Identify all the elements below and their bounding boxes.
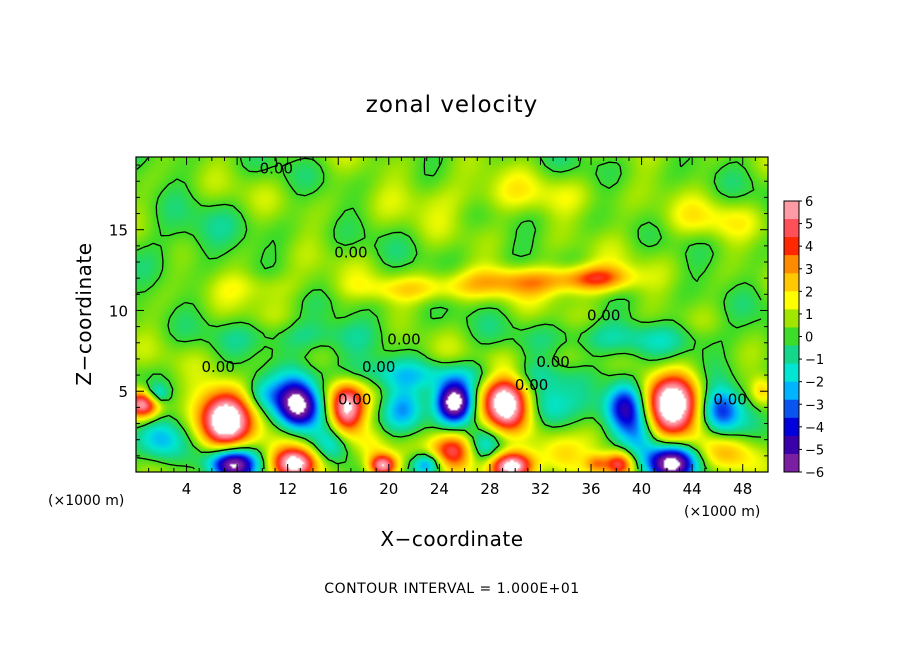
x-unit-right: (×1000 m): [684, 504, 760, 520]
x-axis-label: X−coordinate: [380, 527, 523, 551]
contour-label: 0.00: [334, 243, 367, 261]
contour-labels: 0.00 0.00 0.00 0.00 0.00 0.00 0.00 0.00 0.00 0.00: [201, 159, 746, 408]
colorbar-swatch: [784, 291, 799, 310]
colorbar: 6 5 4 3 2 1 0 −1 −2 −3 −4 −5 −6: [783, 195, 824, 481]
colorbar-swatch: [784, 435, 799, 455]
contour-label: 0.00: [387, 331, 420, 349]
contour-lines: [136, 157, 762, 470]
contour-label: 0.00: [713, 390, 746, 408]
colorbar-swatch: [784, 399, 799, 419]
contour-label: 0.00: [515, 376, 548, 394]
colorbar-tick-label: 1: [805, 308, 813, 323]
colorbar-swatch: [784, 327, 799, 347]
x-tick-label: 48: [733, 480, 752, 498]
colorbar-swatch: [784, 255, 799, 274]
colorbar-swatch: [784, 381, 799, 401]
y-tick-label: 5: [118, 383, 128, 401]
x-tick-label: 4: [182, 480, 192, 498]
colorbar-swatch: [784, 453, 799, 473]
velocity-field: [136, 157, 768, 472]
x-tick-label: 32: [531, 480, 550, 498]
x-tick-label: 16: [329, 480, 348, 498]
colorbar-tick-label: −3: [805, 398, 824, 413]
colorbar-tick-label: 0: [805, 331, 813, 346]
colorbar-tick-label: 3: [805, 263, 813, 278]
colorbar-swatch: [784, 219, 799, 238]
colorbar-swatch: [784, 345, 799, 365]
chart-title: zonal velocity: [366, 92, 538, 118]
contour-label: 0.00: [201, 358, 234, 376]
colorbar-tick-label: 2: [805, 285, 813, 300]
colorbar-swatch: [784, 237, 799, 256]
x-tick-label: 28: [480, 480, 499, 498]
colorbar-swatch: [784, 417, 799, 437]
y-tick-label: 10: [109, 302, 128, 320]
x-tick-label: 20: [379, 480, 398, 498]
colorbar-swatch: [784, 363, 799, 383]
colorbar-tick-label: −1: [805, 353, 824, 368]
x-tick-label: 24: [430, 480, 449, 498]
colorbar-tick-label: −5: [805, 443, 824, 458]
zero-contour: [136, 157, 762, 470]
colorbar-swatch: [784, 309, 799, 328]
colorbar-tick-label: 6: [805, 195, 813, 210]
x-unit-left: (×1000 m): [48, 493, 124, 509]
contour-interval-note: CONTOUR INTERVAL = 1.000E+01: [324, 581, 579, 597]
colorbar-tick-label: −2: [805, 376, 824, 391]
contour-label: 0.00: [536, 353, 569, 371]
y-tick-label: 15: [109, 222, 128, 240]
x-tick-label: 36: [581, 480, 600, 498]
colorbar-tick-label: −4: [805, 421, 824, 436]
x-tick-label: 44: [683, 480, 702, 498]
colorbar-tick-label: 4: [805, 240, 813, 255]
colorbar-tick-label: 5: [805, 218, 813, 233]
colorbar-swatch: [784, 201, 799, 220]
contour-label: 0.00: [338, 390, 371, 408]
contour-label: 0.00: [587, 306, 620, 324]
x-tick-label: 40: [632, 480, 651, 498]
contour-label: 0.00: [362, 358, 395, 376]
plot-area: 0.000.000.000.000.00 0.00 0.000.000.00 0.00…: [109, 156, 769, 498]
contour-label: 0.00: [260, 159, 293, 177]
x-tick-label: 8: [232, 480, 242, 498]
colorbar-tick-label: −6: [805, 466, 824, 481]
colorbar-swatch: [784, 273, 799, 292]
x-tick-label: 12: [278, 480, 297, 498]
y-axis-label: Z−coordinate: [72, 242, 96, 385]
